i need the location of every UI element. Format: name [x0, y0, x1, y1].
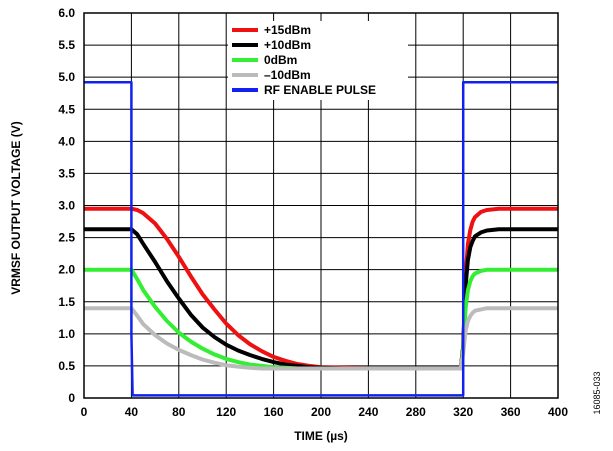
x-tick-label: 40	[125, 405, 139, 419]
y-tick-label: 6.0	[58, 6, 75, 20]
legend-label: +15dBm	[264, 23, 311, 37]
x-axis-label: TIME (µs)	[294, 429, 348, 443]
legend-label: 0dBm	[264, 53, 297, 67]
y-tick-label: 3.0	[58, 199, 75, 213]
x-tick-label: 280	[406, 405, 426, 419]
y-tick-label: 3.5	[58, 166, 75, 180]
x-tick-label: 120	[216, 405, 236, 419]
figure-id: 16085-033	[592, 371, 602, 414]
y-tick-label: 5.5	[58, 38, 75, 52]
legend-label: –10dBm	[264, 68, 311, 82]
y-tick-label: 5.0	[58, 70, 75, 84]
x-tick-labels: 0 40 80 120 160 200 240 280 320 360 400	[81, 405, 569, 419]
series-line-5	[84, 81, 558, 397]
y-tick-label: 1.5	[58, 295, 75, 309]
y-tick-label: 4.0	[58, 134, 75, 148]
series-line-4	[84, 306, 558, 371]
x-tick-label: 200	[311, 405, 331, 419]
y-tick-label: 0	[68, 391, 75, 405]
x-tick-label: 400	[548, 405, 568, 419]
y-tick-labels: 0 0.5 1.0 1.5 2.0 2.5 3.0 3.5 4.0 4.5 5.0 5.5 6.0	[58, 6, 75, 405]
x-tick-label: 360	[501, 405, 521, 419]
y-tick-label: 1.0	[58, 327, 75, 341]
x-tick-label: 80	[172, 405, 186, 419]
y-tick-label: 2.5	[58, 231, 75, 245]
x-tick-label: 160	[264, 405, 284, 419]
x-tick-label: 0	[81, 405, 88, 419]
series-layer	[84, 81, 558, 397]
y-tick-label: 4.5	[58, 102, 75, 116]
x-tick-label: 240	[358, 405, 378, 419]
y-tick-label: 2.0	[58, 263, 75, 277]
legend-label: +10dBm	[264, 38, 311, 52]
y-tick-label: 0.5	[58, 359, 75, 373]
y-axis-label: VRMSF OUTPUT VOLTAGE (V)	[9, 121, 23, 295]
plot-frame	[83, 12, 559, 399]
x-tick-label: 320	[453, 405, 473, 419]
legend-label: RF ENABLE PULSE	[264, 83, 376, 97]
